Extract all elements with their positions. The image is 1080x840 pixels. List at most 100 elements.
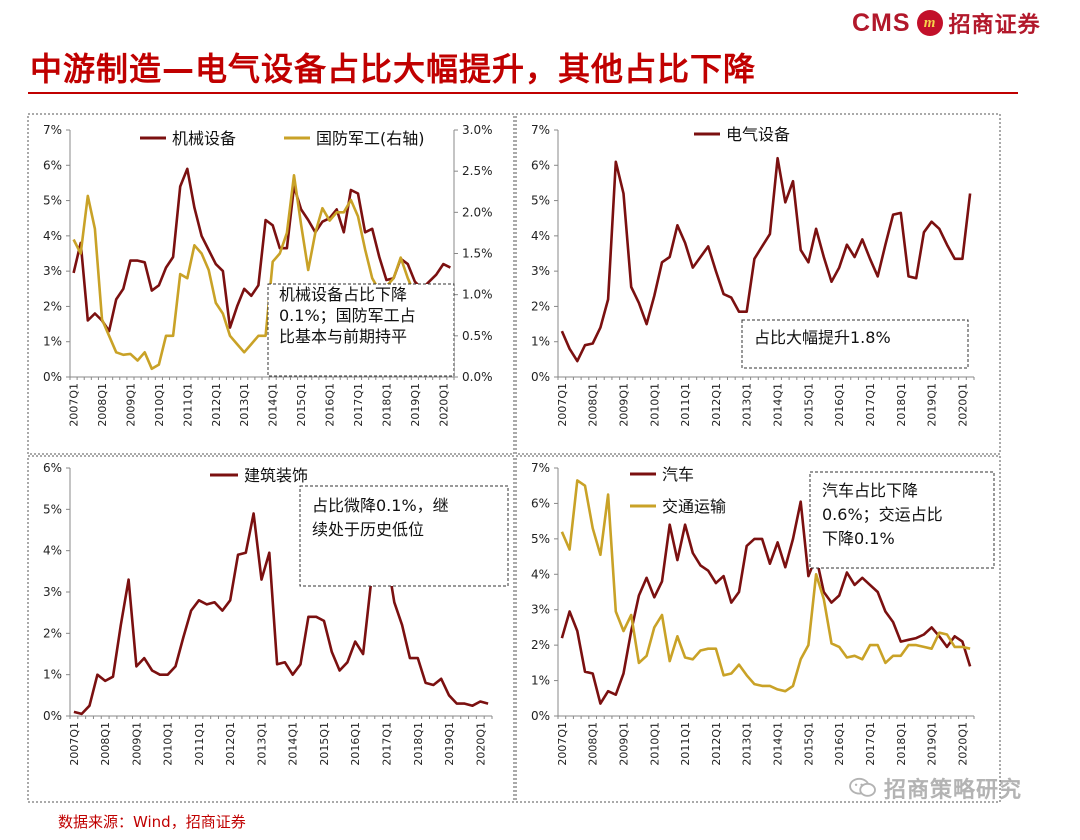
y2-tick-label: 1.0% [462, 288, 493, 302]
annotation-line: 续处于历史低位 [312, 520, 424, 539]
y2-tick-label: 2.0% [462, 205, 493, 219]
y-tick-label: 2% [43, 626, 62, 640]
x-tick-label: 2007Q1 [68, 722, 81, 766]
x-tick-label: 2011Q1 [181, 383, 194, 427]
x-tick-label: 2013Q1 [255, 722, 268, 766]
x-tick-label: 2012Q1 [710, 383, 723, 427]
legend-label: 建筑装饰 [244, 466, 308, 485]
x-tick-label: 2010Q1 [162, 722, 175, 766]
series-line-1 [72, 167, 451, 333]
y-tick-label: 2% [531, 638, 550, 652]
y-tick-label: 7% [531, 123, 550, 137]
x-tick-label: 2017Q1 [864, 722, 877, 766]
x-tick-label: 2007Q1 [556, 383, 569, 427]
title-rule [28, 92, 1018, 94]
series-line-1 [560, 156, 972, 363]
x-tick-label: 2019Q1 [443, 722, 456, 766]
x-tick-label: 2020Q1 [956, 383, 969, 427]
y-tick-label: 5% [43, 194, 62, 208]
x-tick-label: 2014Q1 [287, 722, 300, 766]
chart-auto-transport: 0% 1% 2% 3% 4% 5% 6% 7% 2007Q1 2008Q1 2009Q1 2010Q1… [531, 461, 995, 766]
annotation-line: 机械设备占比下降 [279, 285, 407, 304]
y-tick-label: 0% [531, 709, 550, 723]
brand-logo: CMS m 招商证券 [852, 6, 1041, 40]
series-line-2 [560, 479, 971, 693]
y-tick-label: 6% [531, 158, 550, 172]
x-tick-label: 2015Q1 [295, 383, 308, 427]
legend-label: 交通运输 [662, 497, 726, 516]
x-tick-label: 2011Q1 [679, 722, 692, 766]
y-tick-label: 3% [43, 585, 62, 599]
x-tick-label: 2011Q1 [679, 383, 692, 427]
x-tick-label: 2017Q1 [381, 722, 394, 766]
x-tick-label: 2017Q1 [352, 383, 365, 427]
x-tick-label: 2014Q1 [772, 383, 785, 427]
x-tick-label: 2018Q1 [895, 722, 908, 766]
legend-label: 机械设备 [172, 129, 236, 148]
watermark: 招商策略研究 [848, 772, 1022, 804]
x-tick-label: 2016Q1 [833, 722, 846, 766]
y-tick-label: 4% [531, 567, 550, 581]
x-tick-label: 2010Q1 [153, 383, 166, 427]
annotation-line: 0.1%；国防军工占 [279, 306, 416, 325]
x-tick-label: 2020Q1 [437, 383, 450, 427]
x-tick-label: 2016Q1 [324, 383, 337, 427]
y-tick-label: 0% [43, 709, 62, 723]
x-tick-label: 2017Q1 [864, 383, 877, 427]
y-tick-label: 3% [531, 264, 550, 278]
annotation-box [299, 485, 509, 587]
x-tick-label: 2013Q1 [741, 722, 754, 766]
x-tick-label: 2008Q1 [587, 722, 600, 766]
brand-emblem-icon: m [916, 10, 943, 36]
legend-label: 国防军工(右轴) [316, 129, 425, 148]
y2-tick-label: 0.0% [462, 370, 493, 384]
x-tick-label: 2018Q1 [380, 383, 393, 427]
x-tick-label: 2015Q1 [802, 722, 815, 766]
x-tick-label: 2019Q1 [409, 383, 422, 427]
y-tick-label: 6% [43, 461, 62, 475]
x-tick-label: 2015Q1 [802, 383, 815, 427]
x-tick-label: 2008Q1 [587, 383, 600, 427]
y-tick-label: 1% [531, 674, 550, 688]
x-tick-label: 2019Q1 [926, 722, 939, 766]
y-tick-label: 3% [531, 603, 550, 617]
annotation-line: 占比大幅提升1.8% [754, 328, 891, 347]
x-tick-label: 2008Q1 [99, 722, 112, 766]
annotation-box [741, 319, 969, 369]
x-tick-label: 2013Q1 [238, 383, 251, 427]
x-tick-label: 2010Q1 [648, 383, 661, 427]
page-title: 中游制造—电气设备占比大幅提升，其他占比下降 [30, 50, 757, 88]
y-tick-label: 4% [43, 229, 62, 243]
x-tick-label: 2014Q1 [772, 722, 785, 766]
x-tick-label: 2012Q1 [210, 383, 223, 427]
y-tick-label: 2% [531, 299, 550, 313]
panel-border-machinery [27, 113, 515, 455]
watermark-text: 招商策略研究 [884, 778, 1023, 803]
y-tick-label: 7% [531, 461, 550, 475]
x-tick-label: 2009Q1 [124, 383, 137, 427]
y-tick-label: 6% [531, 496, 550, 510]
x-tick-label: 2009Q1 [130, 722, 143, 766]
x-tick-label: 2016Q1 [349, 722, 362, 766]
x-tick-label: 2014Q1 [267, 383, 280, 427]
annotation-box [809, 471, 995, 569]
panel-border-electrical [515, 113, 1001, 455]
series-line-1 [73, 512, 489, 716]
y-tick-label: 0% [531, 370, 550, 384]
x-tick-label: 2011Q1 [193, 722, 206, 766]
y2-tick-label: 1.5% [462, 247, 493, 261]
y-tick-label: 1% [531, 335, 550, 349]
y-tick-label: 0% [43, 370, 62, 384]
x-tick-label: 2007Q1 [556, 722, 569, 766]
wechat-icon [849, 777, 876, 797]
y-tick-label: 4% [531, 229, 550, 243]
x-tick-label: 2015Q1 [318, 722, 331, 766]
y-tick-label: 6% [43, 158, 62, 172]
x-tick-label: 2013Q1 [741, 383, 754, 427]
brand-name: 招商证券 [948, 13, 1041, 38]
annotation-box [267, 283, 455, 377]
x-tick-label: 2020Q1 [956, 722, 969, 766]
y2-tick-label: 0.5% [462, 329, 493, 343]
x-tick-label: 2009Q1 [617, 383, 630, 427]
